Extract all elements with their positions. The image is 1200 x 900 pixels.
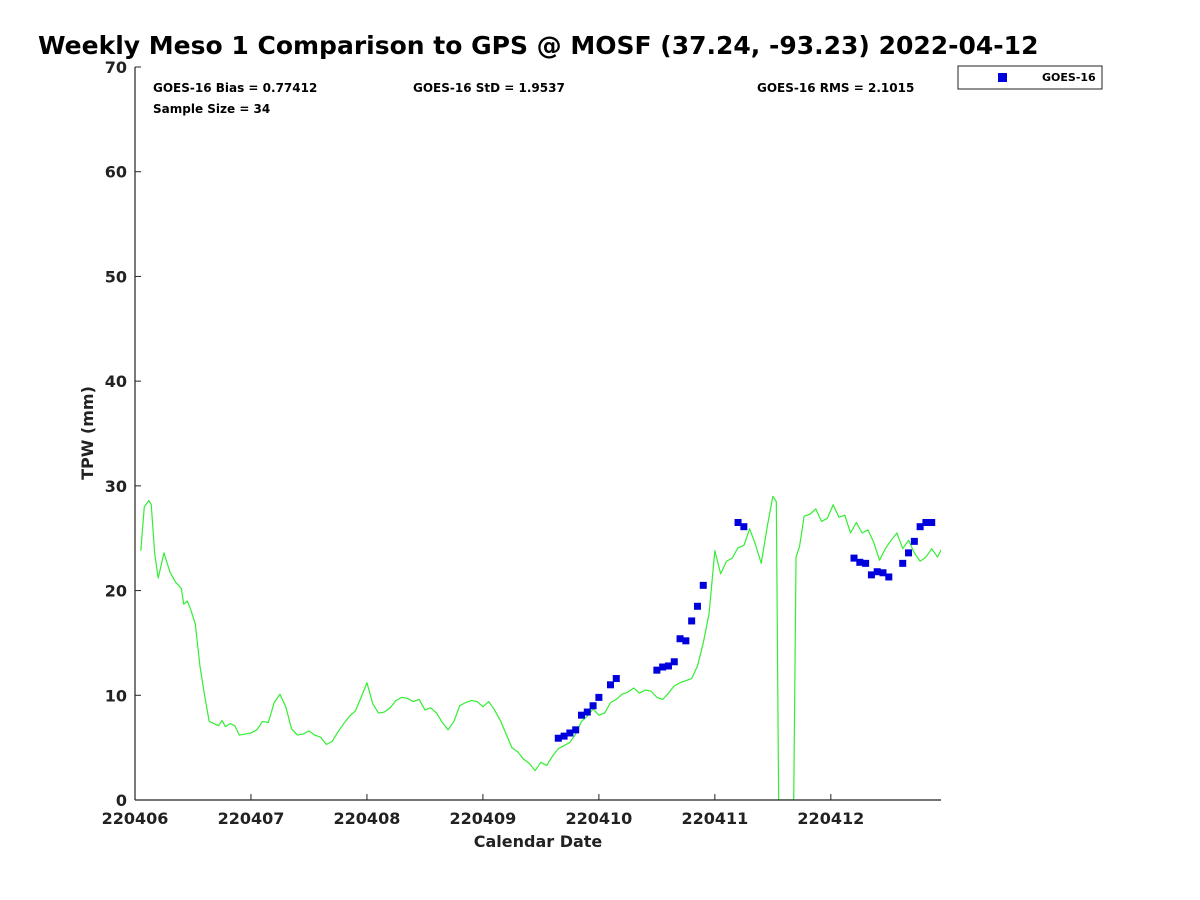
stat-sample-size: Sample Size = 34	[153, 102, 270, 116]
data-point-goes-16	[928, 519, 936, 527]
x-tick-label: 220407	[218, 809, 285, 828]
y-tick-label: 40	[105, 372, 127, 391]
legend-entry-goes-16: GOES-16	[1042, 71, 1096, 84]
legend-box	[957, 65, 1103, 90]
data-point-goes-16	[862, 559, 870, 567]
data-point-goes-16	[653, 666, 661, 674]
x-tick-label: 220410	[565, 809, 632, 828]
plot-area	[135, 67, 941, 800]
stat-rms: GOES-16 RMS = 2.1015	[757, 81, 914, 95]
y-tick-label: 10	[105, 686, 127, 705]
data-point-goes-16	[867, 571, 875, 579]
data-point-goes-16	[572, 726, 580, 734]
stat-std: GOES-16 StD = 1.9537	[413, 81, 565, 95]
y-tick-label: 30	[105, 477, 127, 496]
y-axis-label: TPW (mm)	[78, 386, 97, 480]
data-point-goes-16	[577, 711, 585, 719]
data-point-goes-16	[740, 523, 748, 531]
series-line-gps	[140, 495, 941, 800]
data-point-goes-16	[664, 662, 672, 670]
data-point-goes-16	[583, 708, 591, 716]
data-point-goes-16	[899, 559, 907, 567]
x-tick-label: 220408	[334, 809, 401, 828]
x-tick-label: 220409	[450, 809, 517, 828]
y-tick-label: 60	[105, 163, 127, 182]
y-tick-label: 0	[116, 791, 127, 810]
data-point-goes-16	[560, 732, 568, 740]
series-layer	[140, 495, 941, 800]
data-point-goes-16	[905, 549, 913, 557]
data-point-goes-16	[910, 537, 918, 545]
axes: 0 10 20 30 40 50 60 70 220406 220407 220408 220409 2…	[102, 58, 941, 828]
data-point-goes-16	[612, 675, 620, 683]
data-point-goes-16	[734, 519, 742, 527]
data-point-goes-16	[856, 558, 864, 566]
data-point-goes-16	[595, 693, 603, 701]
data-point-goes-16	[688, 617, 696, 625]
data-point-goes-16	[922, 519, 930, 527]
data-point-goes-16	[676, 635, 684, 643]
data-point-goes-16	[606, 681, 614, 689]
chart-title: Weekly Meso 1 Comparison to GPS @ MOSF (…	[38, 31, 1038, 60]
legend-marker-goes-16	[998, 73, 1007, 82]
x-tick-label: 220406	[102, 809, 169, 828]
data-point-goes-16	[879, 569, 887, 577]
x-tick-label: 220412	[797, 809, 864, 828]
data-point-goes-16	[682, 637, 690, 645]
data-point-goes-16	[916, 523, 924, 531]
data-point-goes-16	[885, 573, 893, 581]
legend: GOES-16	[957, 65, 1103, 90]
data-point-goes-16	[873, 568, 881, 576]
stat-bias: GOES-16 Bias = 0.77412	[153, 81, 317, 95]
data-point-goes-16	[659, 663, 667, 671]
data-point-goes-16	[693, 602, 701, 610]
data-point-goes-16	[699, 581, 707, 589]
y-tick-label: 20	[105, 582, 127, 601]
data-point-goes-16	[589, 702, 597, 710]
data-point-goes-16	[566, 729, 574, 737]
x-tick-label: 220411	[681, 809, 748, 828]
data-point-goes-16	[850, 554, 858, 562]
data-point-goes-16	[554, 734, 562, 742]
plot-series-group	[140, 495, 941, 800]
data-point-goes-16	[670, 658, 678, 666]
y-tick-label: 50	[105, 267, 127, 286]
y-tick-label: 70	[105, 58, 127, 77]
x-axis-label: Calendar Date	[474, 832, 603, 851]
